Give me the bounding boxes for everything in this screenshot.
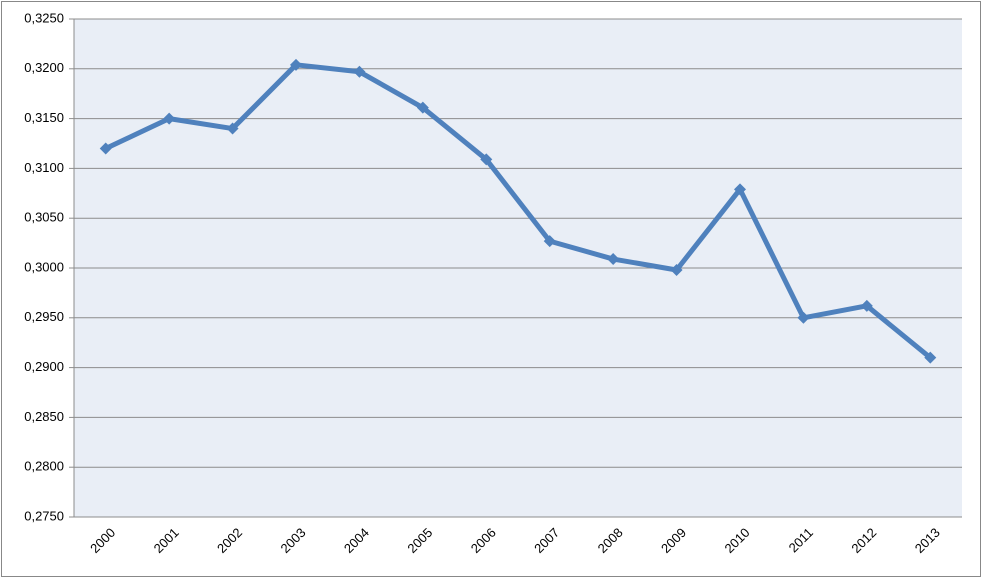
data-marker <box>860 299 873 312</box>
data-marker <box>734 183 746 196</box>
y-tick-label: 0,2850 <box>24 409 64 424</box>
data-marker <box>924 351 937 364</box>
y-tick-label: 0,2750 <box>24 508 64 523</box>
y-tick-label: 0,3050 <box>24 210 64 225</box>
data-marker <box>353 65 366 78</box>
data-marker <box>607 253 620 266</box>
data-marker <box>290 58 302 71</box>
data-marker <box>797 311 810 324</box>
y-tick-label: 0,3250 <box>24 10 64 25</box>
y-tick-label: 0,3150 <box>24 110 64 125</box>
y-tick-label: 0,2800 <box>24 459 64 474</box>
data-marker <box>226 122 239 135</box>
data-marker <box>543 235 556 248</box>
y-tick-label: 0,3100 <box>24 160 64 175</box>
data-marker <box>99 142 112 155</box>
y-tick-label: 0,3200 <box>24 60 64 75</box>
y-tick-label: 0,2900 <box>24 359 64 374</box>
y-tick-label: 0,3000 <box>24 259 64 274</box>
data-marker <box>670 263 683 276</box>
data-marker <box>416 101 429 114</box>
y-tick-label: 0,2950 <box>24 309 64 324</box>
series-line <box>104 62 932 360</box>
data-marker <box>480 153 493 166</box>
data-marker <box>163 112 176 125</box>
